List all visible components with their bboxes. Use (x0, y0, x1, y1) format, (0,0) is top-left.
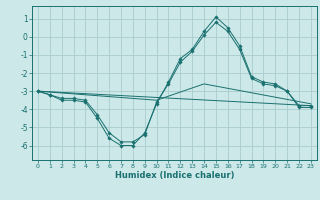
X-axis label: Humidex (Indice chaleur): Humidex (Indice chaleur) (115, 171, 234, 180)
